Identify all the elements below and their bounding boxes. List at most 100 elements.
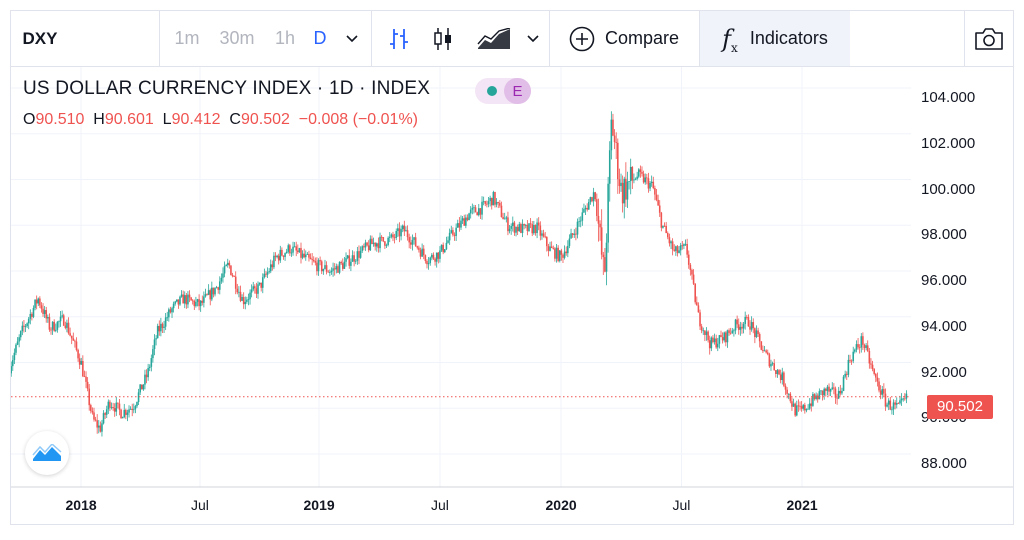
candle-body bbox=[631, 166, 634, 181]
candle bbox=[292, 241, 294, 256]
candle-body bbox=[160, 323, 162, 332]
candle-body bbox=[578, 221, 580, 223]
tradingview-logo[interactable] bbox=[25, 431, 69, 475]
candle-body bbox=[499, 202, 501, 206]
candle-body bbox=[696, 302, 698, 306]
candle-body bbox=[744, 316, 746, 325]
candle bbox=[723, 331, 726, 343]
symbol-search[interactable]: DXY bbox=[22, 28, 58, 48]
screenshot-button[interactable] bbox=[965, 11, 1013, 66]
indicators-button[interactable]: fx Indicators bbox=[700, 11, 850, 66]
price-chart[interactable] bbox=[11, 67, 1013, 525]
candle bbox=[862, 332, 864, 351]
candle bbox=[190, 296, 192, 301]
candle-body bbox=[469, 209, 472, 214]
candle-body bbox=[40, 305, 43, 309]
candle bbox=[136, 401, 138, 408]
candles-style-button[interactable] bbox=[423, 11, 463, 66]
chart-style-dropdown[interactable] bbox=[519, 11, 547, 66]
compare-button[interactable]: Compare bbox=[551, 11, 697, 66]
candle bbox=[29, 309, 32, 325]
candle bbox=[634, 177, 637, 181]
candle bbox=[683, 243, 685, 250]
candle-body bbox=[353, 255, 355, 262]
candle bbox=[295, 241, 298, 257]
candle-body bbox=[845, 373, 848, 375]
candle-body bbox=[187, 294, 189, 305]
interval-d[interactable]: D bbox=[313, 28, 327, 48]
candle bbox=[461, 215, 464, 224]
candle bbox=[518, 221, 521, 232]
candle bbox=[298, 247, 301, 253]
candle-body bbox=[807, 408, 809, 410]
interval-1h[interactable]: 1h bbox=[274, 28, 296, 48]
candle bbox=[90, 403, 92, 414]
candle bbox=[40, 302, 43, 313]
interval-1m[interactable]: 1m bbox=[174, 28, 200, 48]
candle bbox=[615, 132, 617, 160]
candle bbox=[794, 402, 796, 417]
status-pills[interactable]: E bbox=[475, 78, 531, 104]
candle bbox=[663, 222, 666, 227]
candle-body bbox=[281, 249, 283, 256]
candle-body bbox=[641, 171, 643, 174]
candle bbox=[502, 212, 504, 220]
candle-body bbox=[123, 409, 126, 418]
bars-style-button[interactable] bbox=[379, 11, 419, 66]
candle bbox=[542, 229, 545, 238]
candle bbox=[539, 221, 542, 241]
candle-body bbox=[466, 217, 469, 221]
candle bbox=[380, 235, 383, 242]
candle-body bbox=[104, 413, 106, 415]
candle-body bbox=[763, 350, 766, 352]
candle bbox=[463, 214, 466, 226]
candle-body bbox=[75, 341, 78, 350]
candle bbox=[364, 239, 367, 251]
candle bbox=[775, 369, 777, 378]
candle bbox=[66, 319, 68, 333]
candle-body bbox=[244, 301, 247, 305]
candle bbox=[405, 226, 407, 232]
candle bbox=[191, 299, 194, 305]
change-value: −0.008 (−0.01%) bbox=[298, 111, 418, 128]
candle-body bbox=[16, 341, 19, 345]
area-style-button[interactable] bbox=[469, 11, 519, 66]
candle bbox=[432, 252, 435, 261]
candle bbox=[195, 296, 197, 308]
candle bbox=[479, 207, 482, 219]
candle bbox=[510, 223, 512, 235]
candle bbox=[387, 236, 389, 247]
candle bbox=[439, 246, 441, 263]
candle bbox=[112, 402, 114, 411]
candle bbox=[358, 245, 360, 265]
candle-body bbox=[657, 199, 659, 206]
candle bbox=[265, 270, 267, 278]
candle-body bbox=[634, 178, 637, 180]
candle bbox=[821, 390, 824, 401]
candle bbox=[526, 220, 529, 236]
candle-body bbox=[203, 296, 205, 303]
close-value: 90.502 bbox=[240, 111, 290, 128]
candle bbox=[161, 322, 164, 333]
candle bbox=[744, 311, 746, 330]
candle bbox=[876, 372, 879, 387]
candle-body bbox=[414, 237, 417, 247]
candle bbox=[458, 217, 461, 232]
toolbar-divider bbox=[159, 11, 160, 66]
candle bbox=[863, 343, 866, 353]
candle-body bbox=[736, 319, 738, 325]
candle bbox=[429, 256, 432, 266]
candle-body bbox=[891, 409, 893, 411]
candle bbox=[374, 242, 376, 251]
candle-body bbox=[489, 197, 491, 202]
candle bbox=[58, 320, 60, 328]
interval-30m[interactable]: 30m bbox=[219, 28, 255, 48]
interval-dropdown[interactable] bbox=[337, 11, 367, 66]
candle bbox=[579, 216, 582, 228]
candle bbox=[900, 393, 903, 406]
candle bbox=[494, 191, 496, 208]
candle bbox=[511, 216, 514, 232]
candle-body bbox=[660, 212, 663, 228]
candle-body bbox=[789, 393, 792, 402]
events-badge[interactable]: E bbox=[504, 78, 531, 104]
